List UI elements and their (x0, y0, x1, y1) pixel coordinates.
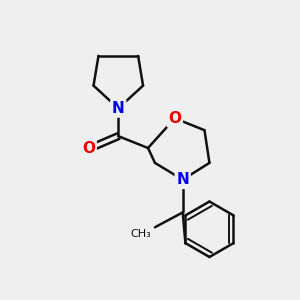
Text: O: O (168, 111, 181, 126)
Text: O: O (82, 140, 95, 155)
Text: N: N (176, 172, 189, 187)
Text: N: N (112, 101, 125, 116)
Text: CH₃: CH₃ (130, 229, 151, 239)
